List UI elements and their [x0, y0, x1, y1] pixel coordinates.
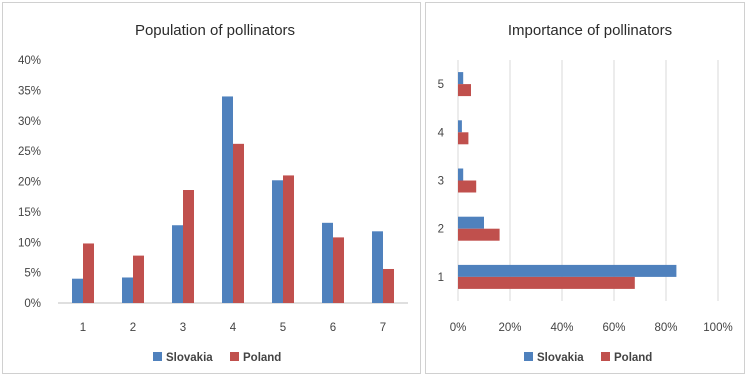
bar-poland-5: [283, 175, 294, 303]
y-tick-label: 25%: [18, 146, 41, 158]
bar-slovakia-5: [272, 180, 283, 303]
bar-poland-5: [458, 84, 471, 97]
bar-slovakia-3: [172, 225, 183, 303]
population-chart: Population of pollinators 0% 5% 10% 15% 20% 2…: [18, 22, 408, 364]
importance-chart: Importance of pollinators 0% 20% 40% 60% 80%…: [438, 22, 733, 364]
x-tick-label: 2: [130, 322, 136, 334]
bar-slovakia-4: [458, 120, 462, 133]
x-tick-label: 100%: [703, 322, 732, 334]
population-bars: [72, 96, 394, 303]
x-tick-label: 20%: [498, 322, 521, 334]
y-tick-label: 4: [438, 127, 445, 139]
population-y-axis: 0% 5% 10% 15% 20% 25% 30% 35% 40%: [18, 55, 408, 310]
bar-slovakia-2: [122, 277, 133, 303]
importance-bars: [458, 72, 677, 289]
y-tick-label: 30%: [18, 116, 41, 128]
legend-label-poland: Poland: [243, 352, 281, 364]
y-tick-label: 15%: [18, 207, 41, 219]
bar-poland-1: [83, 243, 94, 303]
importance-y-axis: 1 2 3 4 5: [438, 79, 445, 284]
importance-chart-title: Importance of pollinators: [508, 22, 672, 39]
legend-label-slovakia: Slovakia: [537, 352, 584, 364]
legend-swatch-poland: [230, 352, 239, 361]
bar-slovakia-4: [222, 96, 233, 303]
importance-chart-panel: Importance of pollinators 0% 20% 40% 60% 80%…: [425, 2, 745, 374]
population-chart-panel: Population of pollinators 0% 5% 10% 15% 20% 2…: [2, 2, 421, 374]
x-tick-label: 60%: [602, 322, 625, 334]
bar-slovakia-1: [458, 264, 677, 277]
bar-poland-3: [458, 180, 477, 193]
bar-slovakia-1: [72, 278, 83, 303]
population-legend: Slovakia Poland: [153, 352, 281, 364]
x-tick-label: 7: [380, 322, 386, 334]
bar-poland-1: [458, 276, 635, 289]
legend-swatch-poland: [601, 352, 610, 361]
bar-poland-6: [333, 237, 344, 303]
importance-x-axis: 0% 20% 40% 60% 80% 100%: [450, 60, 733, 334]
y-tick-label: 1: [438, 272, 444, 284]
bar-poland-4: [233, 143, 244, 303]
x-tick-label: 40%: [550, 322, 573, 334]
bar-poland-2: [133, 255, 144, 303]
bar-slovakia-3: [458, 168, 464, 181]
x-tick-label: 6: [330, 322, 336, 334]
x-tick-label: 3: [180, 322, 186, 334]
bar-slovakia-7: [372, 231, 383, 303]
bar-slovakia-5: [458, 72, 464, 85]
x-tick-label: 5: [280, 322, 286, 334]
x-tick-label: 4: [230, 322, 237, 334]
bar-slovakia-2: [458, 216, 484, 229]
y-tick-label: 10%: [18, 237, 41, 249]
population-chart-title: Population of pollinators: [135, 22, 295, 39]
legend-label-poland: Poland: [614, 352, 652, 364]
bar-slovakia-6: [322, 222, 333, 303]
bar-poland-2: [458, 228, 500, 241]
y-tick-label: 5%: [24, 268, 41, 280]
bar-poland-3: [183, 190, 194, 303]
x-tick-label: 0%: [450, 322, 467, 334]
y-tick-label: 20%: [18, 177, 41, 189]
population-x-axis: 1 2 3 4 5 6 7: [80, 322, 386, 334]
y-tick-label: 5: [438, 79, 444, 91]
bar-poland-4: [458, 132, 469, 145]
y-tick-label: 3: [438, 176, 444, 188]
y-tick-label: 40%: [18, 55, 41, 67]
bar-poland-7: [383, 268, 394, 303]
x-tick-label: 1: [80, 322, 86, 334]
y-tick-label: 2: [438, 224, 444, 236]
legend-label-slovakia: Slovakia: [166, 352, 213, 364]
x-tick-label: 80%: [654, 322, 677, 334]
importance-legend: Slovakia Poland: [524, 352, 652, 364]
y-tick-label: 0%: [24, 298, 41, 310]
legend-swatch-slovakia: [153, 352, 162, 361]
legend-swatch-slovakia: [524, 352, 533, 361]
y-tick-label: 35%: [18, 85, 41, 97]
